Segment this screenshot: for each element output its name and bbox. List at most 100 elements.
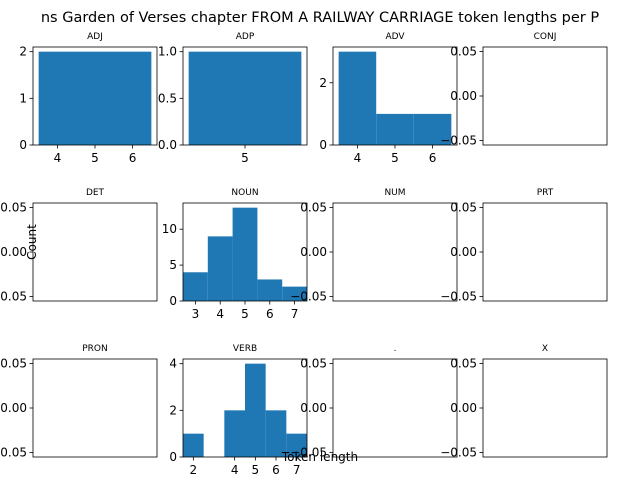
y-tick-label: 2 — [169, 403, 177, 417]
subplot-title: ADP — [236, 32, 255, 42]
y-tick-label: 5 — [169, 258, 177, 272]
histogram-bar — [265, 410, 287, 457]
axes-frame — [482, 358, 608, 458]
histogram-bar — [232, 207, 258, 301]
subplot-title: PRT — [537, 188, 554, 198]
axes-frame — [482, 202, 608, 302]
subplot-6: NOUN 0 5 10 3 4 5 6 7 — [162, 188, 308, 321]
y-tick-label: −0.05 — [290, 446, 327, 460]
y-tick-label: 2 — [319, 76, 327, 90]
subplot-1: ADJ 0 1 2 4 5 6 — [19, 32, 158, 165]
subplot-12: X −0.05 0.00 0.05 — [440, 344, 608, 460]
y-tick-label: −0.05 — [0, 290, 27, 304]
x-tick-label: 5 — [241, 307, 249, 321]
subplot-title: ADV — [385, 32, 405, 42]
y-tick-label: 0.00 — [0, 401, 27, 415]
figure-xlabel: Token length — [281, 450, 358, 464]
axes-frame — [182, 358, 308, 458]
y-tick-label: −0.05 — [440, 290, 477, 304]
axes-frame — [32, 202, 158, 302]
histogram-bar — [188, 51, 302, 145]
x-tick-label: 4 — [354, 151, 362, 165]
y-tick-label: 0 — [169, 450, 177, 464]
y-tick-label: 0.5 — [158, 91, 177, 105]
subplot-4: CONJ −0.05 0.00 0.05 — [440, 32, 608, 148]
histogram-bar — [183, 433, 204, 457]
x-tick-label: 5 — [252, 463, 260, 477]
subplot-title: PRON — [82, 344, 108, 354]
y-tick-label: −0.05 — [440, 446, 477, 460]
subplot-title: NUM — [384, 188, 405, 198]
histogram-bar — [376, 113, 414, 145]
subplot-3: ADV 0 2 4 5 6 — [319, 32, 458, 165]
histogram-bar — [286, 433, 307, 457]
x-tick-label: 4 — [216, 307, 224, 321]
x-tick-label: 2 — [190, 463, 198, 477]
x-tick-label: 6 — [429, 151, 437, 165]
axes-frame — [32, 358, 158, 458]
subplot-title: VERB — [233, 344, 257, 354]
subplot-title: . — [394, 344, 397, 354]
x-tick-label: 5 — [91, 151, 99, 165]
y-tick-label: 1.0 — [158, 45, 177, 59]
histogram-bar — [183, 272, 208, 301]
histogram-bar — [257, 279, 283, 301]
axes-frame — [332, 358, 458, 458]
y-tick-label: −0.05 — [0, 446, 27, 460]
y-tick-label: 0.00 — [450, 245, 477, 259]
axes-frame — [332, 202, 458, 302]
y-tick-label: 10 — [162, 222, 177, 236]
y-tick-label: 2 — [19, 45, 27, 59]
subplot-title: DET — [86, 188, 105, 198]
x-tick-label: 4 — [231, 463, 239, 477]
x-tick-label: 5 — [241, 151, 249, 165]
y-tick-label: 0.05 — [450, 356, 477, 370]
y-tick-label: 4 — [169, 357, 177, 371]
histogram-bar — [224, 410, 245, 457]
subplot-5: DET −0.05 0.00 0.05 — [0, 188, 158, 304]
subplot-title: NOUN — [231, 188, 258, 198]
y-tick-label: 0.05 — [450, 200, 477, 214]
x-tick-label: 6 — [272, 463, 280, 477]
subplot-11: . −0.05 0.00 0.05 — [290, 344, 458, 460]
y-tick-label: −0.05 — [290, 290, 327, 304]
x-tick-label: 6 — [266, 307, 274, 321]
x-tick-label: 7 — [291, 307, 299, 321]
figure-ylabel: Count — [25, 224, 39, 260]
subplot-title: ADJ — [87, 32, 103, 42]
x-tick-label: 5 — [391, 151, 399, 165]
y-tick-label: 0.00 — [300, 401, 327, 415]
y-tick-label: 0 — [169, 294, 177, 308]
y-tick-label: 0 — [319, 138, 327, 152]
y-tick-label: 0.00 — [0, 245, 27, 259]
y-tick-label: 0.05 — [300, 356, 327, 370]
y-tick-label: 0.00 — [300, 245, 327, 259]
y-tick-label: 0 — [19, 138, 27, 152]
histogram-bar — [282, 286, 307, 301]
y-tick-label: 0.05 — [0, 200, 27, 214]
histogram-bar — [338, 51, 377, 145]
x-tick-label: 3 — [192, 307, 200, 321]
x-tick-label: 7 — [293, 463, 301, 477]
histogram-bar — [413, 113, 452, 145]
subplot-title: X — [542, 344, 548, 354]
y-tick-label: 1 — [19, 91, 27, 105]
axes-frame — [482, 46, 608, 146]
y-tick-label: 0.00 — [450, 89, 477, 103]
y-tick-label: 0.05 — [0, 356, 27, 370]
subplot-8: PRT −0.05 0.00 0.05 — [440, 188, 608, 304]
x-tick-label: 6 — [129, 151, 137, 165]
figure-suptitle: ns Garden of Verses chapter FROM A RAILW… — [41, 10, 600, 26]
histogram-bar — [245, 363, 266, 457]
subplot-2: ADP 0.0 0.5 1.0 5 — [158, 32, 308, 165]
y-tick-label: 0.05 — [450, 44, 477, 58]
histogram-bar — [207, 236, 233, 301]
y-tick-label: 0.05 — [300, 200, 327, 214]
subplot-title: CONJ — [534, 32, 557, 42]
histogram-bar — [38, 51, 152, 145]
x-tick-label: 4 — [54, 151, 62, 165]
